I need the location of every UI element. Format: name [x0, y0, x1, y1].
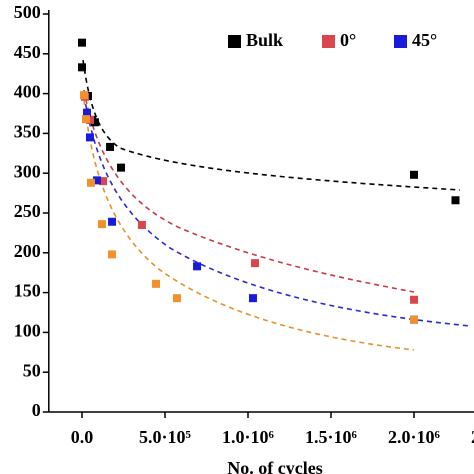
point — [172, 294, 181, 303]
point — [78, 63, 86, 72]
fit-curve — [82, 59, 461, 191]
x-axis-label: No. of cycles — [227, 458, 322, 474]
point — [85, 133, 94, 142]
y-tick-label: 500 — [14, 2, 41, 22]
point — [451, 196, 460, 205]
point — [99, 177, 108, 186]
y-tick-label: 450 — [14, 42, 41, 62]
point — [137, 220, 146, 229]
point — [90, 118, 99, 127]
fit-curve — [83, 99, 415, 351]
point — [410, 170, 418, 179]
fit-curve — [83, 94, 471, 327]
y-tick-label: 0 — [32, 400, 41, 420]
point — [78, 38, 86, 47]
fit-curve — [83, 89, 415, 293]
y-tick-label: 100 — [14, 321, 41, 341]
y-tick-label: 250 — [14, 201, 41, 221]
point — [86, 178, 95, 187]
point — [106, 142, 115, 151]
legend-label: 0° — [340, 30, 356, 50]
x-tick-label: 1.0·10⁶ — [222, 427, 275, 447]
point — [248, 294, 257, 303]
point — [108, 217, 117, 226]
point — [92, 176, 101, 185]
point — [108, 250, 117, 259]
point — [250, 259, 259, 268]
legend-swatch — [228, 35, 241, 48]
x-tick-label: 5.0·10⁵ — [139, 427, 192, 447]
legend-swatch — [322, 35, 335, 48]
point — [193, 262, 202, 271]
point — [152, 279, 161, 288]
x-tick-label: 2.0·10⁶ — [388, 427, 441, 447]
point — [410, 295, 418, 304]
y-tick-label: 150 — [14, 281, 41, 301]
y-tick-label: 350 — [14, 122, 41, 142]
point — [97, 220, 106, 229]
x-tick-label: 2.5·10⁶ — [471, 427, 474, 447]
y-tick-label: 200 — [14, 241, 41, 261]
point — [79, 91, 88, 100]
y-tick-label: 400 — [14, 82, 41, 102]
x-tick-label: 0.0 — [71, 427, 94, 447]
point — [410, 315, 418, 324]
point — [81, 115, 90, 124]
y-tick-label: 50 — [23, 360, 41, 380]
legend-swatch — [394, 35, 407, 48]
y-tick-label: 300 — [14, 161, 41, 181]
point — [117, 163, 126, 172]
x-tick-label: 1.5·10⁶ — [305, 427, 358, 447]
legend-label: Bulk — [246, 30, 283, 50]
point — [82, 108, 91, 117]
legend-label: 45° — [412, 30, 437, 50]
